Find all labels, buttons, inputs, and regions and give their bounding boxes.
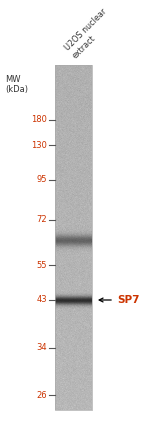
Text: 55: 55 (36, 261, 47, 269)
Text: 43: 43 (36, 296, 47, 304)
Bar (55, 65, 92, 410)
Text: U2OS nuclear
extract: U2OS nuclear extract (63, 7, 116, 60)
Text: SP7: SP7 (117, 295, 140, 305)
Text: 26: 26 (36, 391, 47, 400)
Text: 34: 34 (36, 344, 47, 352)
Text: 95: 95 (36, 176, 47, 184)
Text: MW
(kDa): MW (kDa) (5, 75, 28, 94)
Text: 130: 130 (31, 141, 47, 149)
Text: 180: 180 (31, 115, 47, 125)
Text: 72: 72 (36, 216, 47, 224)
